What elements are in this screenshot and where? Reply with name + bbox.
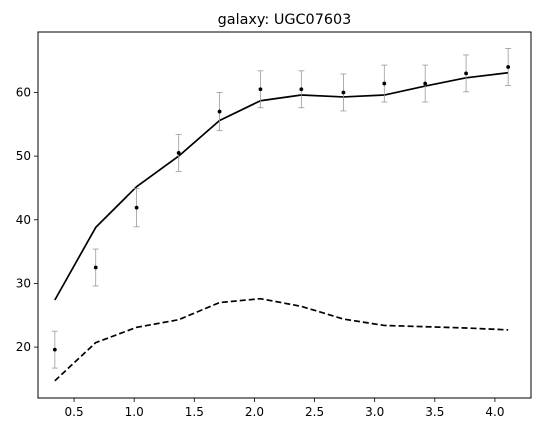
y-tick-label: 30: [16, 276, 31, 290]
data-point: [176, 151, 181, 155]
x-tick-label: 1.5: [185, 405, 204, 419]
y-tick-label: 40: [16, 213, 31, 227]
observed-point-group: [381, 64, 388, 103]
x-tick-label: 2.0: [245, 405, 264, 419]
observed-point-group: [216, 92, 223, 132]
observed-point-group: [463, 54, 470, 93]
x-tick-label: 3.5: [425, 405, 444, 419]
data-point: [506, 65, 511, 69]
plot-frame: [37, 31, 532, 399]
data-point: [217, 109, 222, 114]
x-tick-label: 4.0: [485, 405, 504, 419]
data-point: [423, 81, 428, 86]
data-point: [134, 205, 139, 210]
observed-point-group: [422, 64, 429, 103]
x-tick-label: 2.5: [305, 405, 324, 419]
dashed-series-line: [54, 297, 509, 382]
data-point: [464, 71, 468, 76]
observed-point-group: [340, 73, 347, 112]
data-point: [382, 81, 387, 86]
data-point: [299, 87, 304, 92]
y-tick-label: 60: [16, 85, 31, 99]
observed-point-group: [505, 48, 512, 86]
observed-point-group: [51, 330, 58, 369]
observed-point-group: [298, 70, 305, 109]
x-tick-label: 0.5: [65, 405, 84, 419]
data-point: [341, 90, 346, 95]
observed-point-group: [257, 70, 264, 109]
solid-series-line: [54, 71, 509, 301]
chart-title: galaxy: UGC07603: [218, 12, 352, 28]
data-point: [52, 347, 57, 352]
observed-point-group: [133, 188, 140, 228]
x-tick-label: 3.0: [365, 405, 384, 419]
x-tick-label: 1.0: [125, 405, 144, 419]
axes: 0.5 1.0 1.5 2.0 2.5 3.0 3.5 4.0 20 30 40 50 60: [16, 31, 532, 419]
data-point: [258, 87, 263, 92]
y-tick-label: 20: [16, 340, 31, 354]
y-tick-label: 50: [16, 149, 31, 163]
observed-point-group: [92, 248, 99, 287]
observed-point-group: [175, 134, 182, 172]
data-point: [93, 265, 98, 270]
plot-area: [51, 48, 512, 382]
